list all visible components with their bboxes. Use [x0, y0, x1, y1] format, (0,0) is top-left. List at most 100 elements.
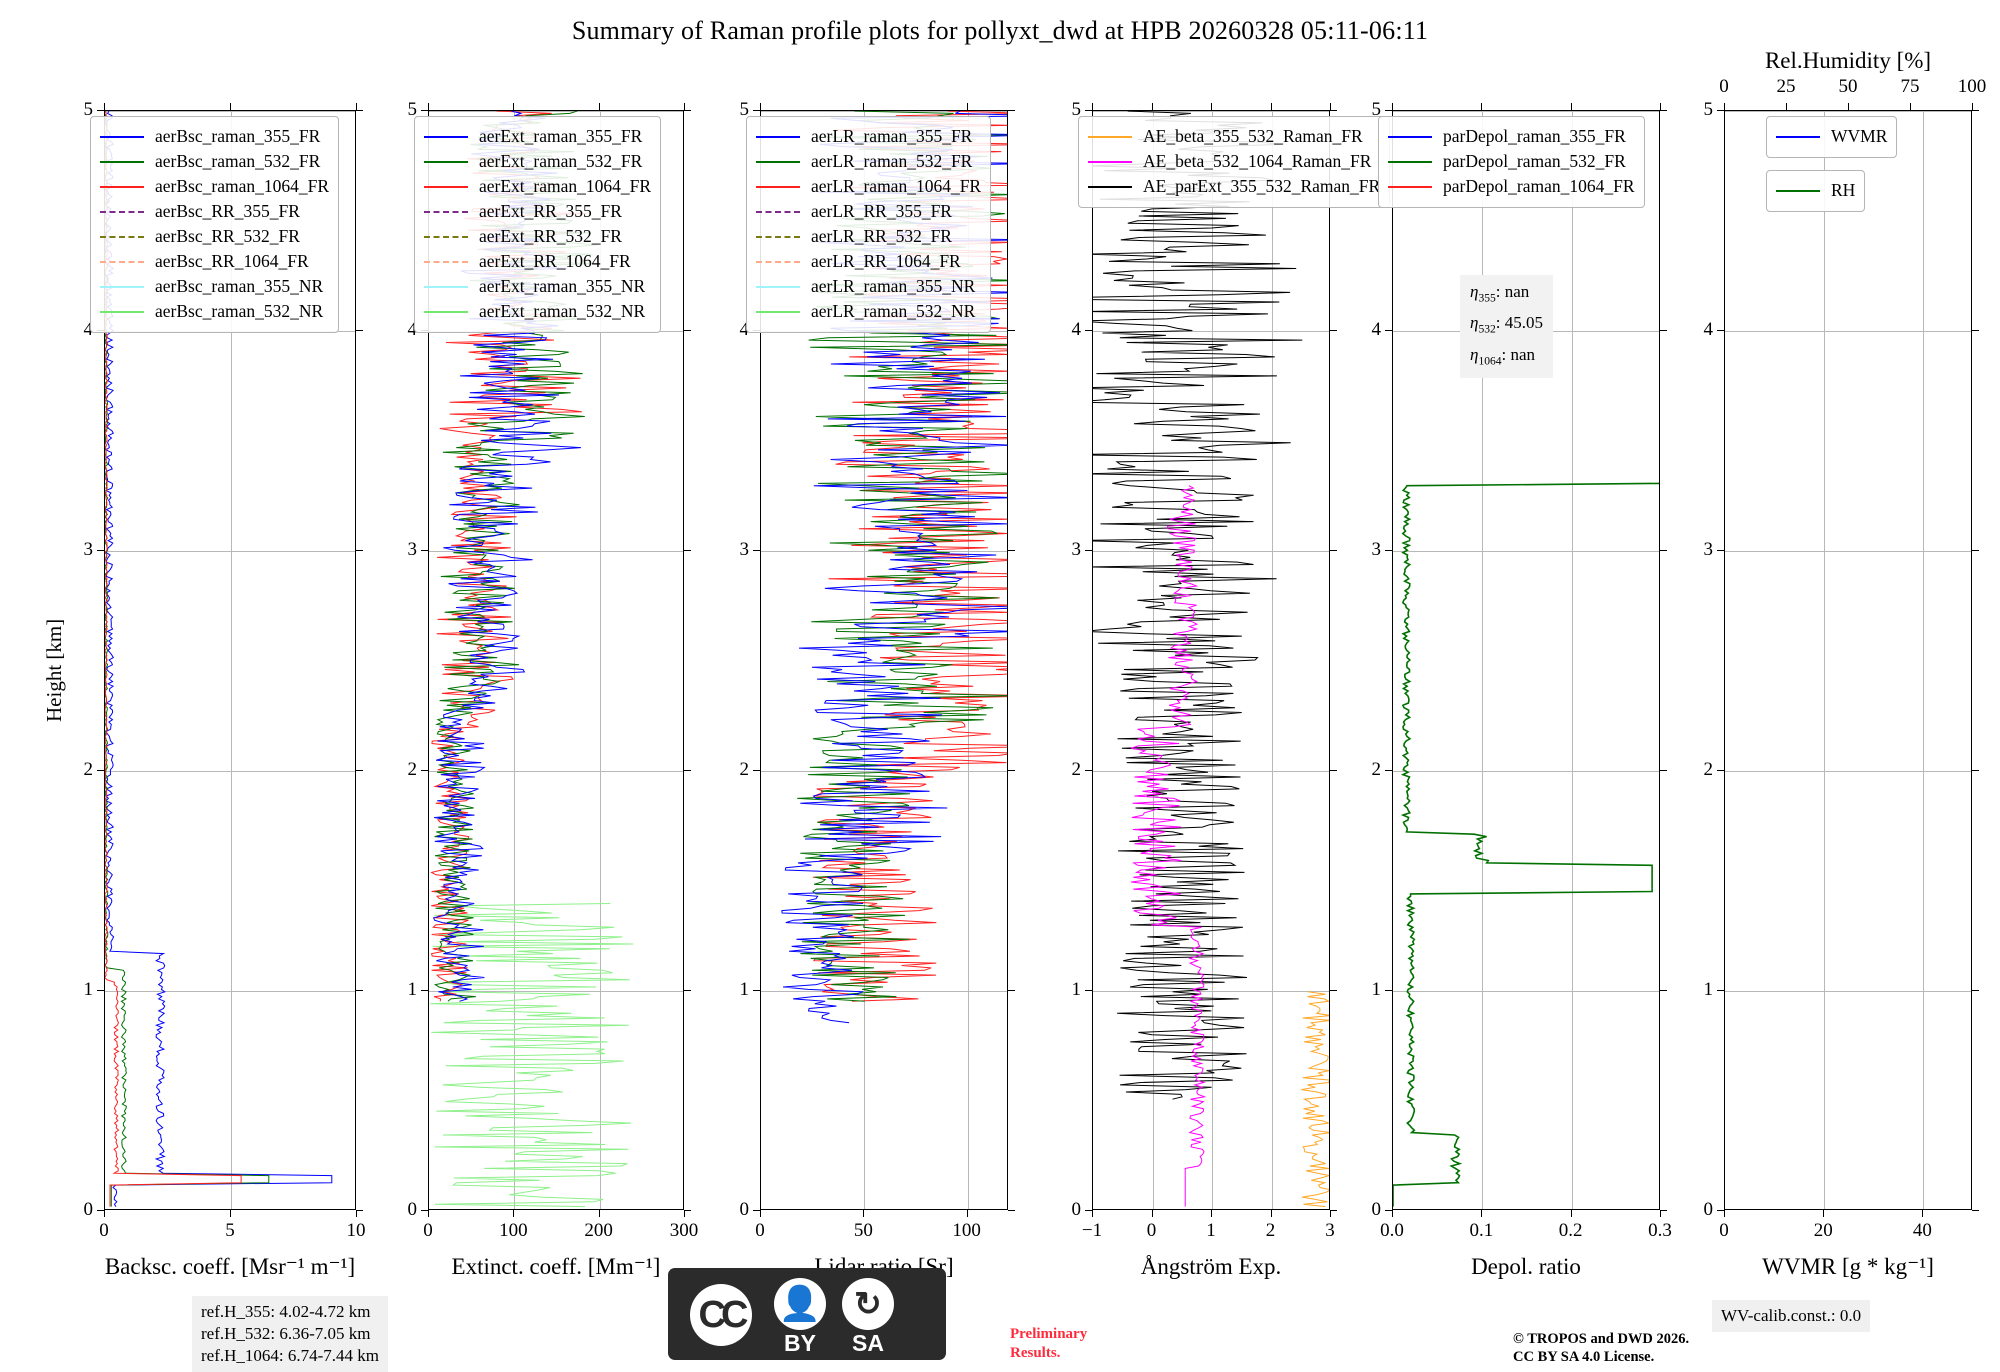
y-tick: [1717, 770, 1724, 771]
legend-item[interactable]: aerLR_raman_355_FR: [756, 124, 981, 149]
legend-label: AE_parExt_355_532_Raman_FR: [1143, 176, 1381, 196]
legend-water-vapour-mixing-ratio[interactable]: WVMR: [1766, 116, 1898, 158]
legend-item[interactable]: aerExt_raman_532_FR: [424, 149, 651, 174]
eta-value: η355: nan: [1470, 282, 1530, 305]
y-tick: [1385, 1210, 1392, 1211]
y-tick: [1330, 1210, 1337, 1211]
y-tick-label: 1: [1371, 979, 1382, 1000]
legend-item[interactable]: aerBsc_raman_355_FR: [100, 124, 329, 149]
gridline-h: [761, 551, 1007, 552]
legend-item[interactable]: aerBsc_raman_1064_FR: [100, 174, 329, 199]
legend-depolarization-ratio[interactable]: parDepol_raman_355_FR parDepol_raman_532_…: [1378, 116, 1645, 208]
y-tick: [1008, 110, 1015, 111]
legend-label: aerExt_raman_1064_FR: [479, 176, 652, 196]
legend-label: aerExt_raman_532_FR: [479, 151, 643, 171]
x-tick-label: 0: [755, 1220, 765, 1241]
legend-item[interactable]: aerLR_raman_1064_FR: [756, 174, 981, 199]
legend-item[interactable]: aerBsc_raman_355_NR: [100, 274, 329, 299]
gridline-h: [429, 551, 683, 552]
legend-label: aerBsc_RR_1064_FR: [155, 251, 309, 271]
legend-label: aerLR_raman_532_NR: [811, 301, 976, 321]
legend-item[interactable]: aerBsc_RR_355_FR: [100, 199, 329, 224]
legend-item[interactable]: parDepol_raman_1064_FR: [1388, 174, 1635, 199]
legend-item[interactable]: aerBsc_RR_532_FR: [100, 224, 329, 249]
legend-item[interactable]: WVMR: [1776, 124, 1887, 149]
legend-item[interactable]: aerExt_raman_355_NR: [424, 274, 651, 299]
y-tick: [97, 770, 104, 771]
legend-swatch-icon: [100, 285, 144, 288]
legend-item[interactable]: aerExt_raman_1064_FR: [424, 174, 651, 199]
legend-item[interactable]: aerBsc_raman_532_NR: [100, 299, 329, 324]
preliminary-results-note: Preliminary Results.: [1010, 1325, 1087, 1363]
y-tick: [1008, 550, 1015, 551]
legend-item[interactable]: aerLR_RR_1064_FR: [756, 249, 981, 274]
legend-lidar-ratio[interactable]: aerLR_raman_355_FR aerLR_raman_532_FR aerL…: [746, 116, 992, 333]
legend-item[interactable]: aerLR_raman_532_NR: [756, 299, 981, 324]
cc-license-badge[interactable]: CC 👤 ↻ BY SA: [668, 1268, 946, 1360]
wv-calib-box: WV-calib.const.: 0.0: [1712, 1300, 1871, 1332]
x-tick-label: 0: [1146, 1220, 1157, 1241]
y-tick-label: 3: [83, 539, 94, 560]
y-tick: [684, 110, 691, 111]
legend-item[interactable]: AE_parExt_355_532_Raman_FR: [1088, 174, 1380, 199]
y-tick-label: 2: [83, 759, 94, 780]
y-tick-label: 4: [1371, 319, 1382, 340]
y-tick: [1085, 110, 1092, 111]
legend-item[interactable]: parDepol_raman_355_FR: [1388, 124, 1635, 149]
plot-area-angstrom-exponent[interactable]: [1092, 110, 1330, 1210]
legend-label: aerLR_raman_1064_FR: [811, 176, 982, 196]
x-tick-label: −1: [1081, 1220, 1103, 1241]
legend-swatch-icon: [1388, 185, 1432, 188]
legend-swatch-icon: [424, 285, 468, 288]
legend-item[interactable]: aerBsc_raman_532_FR: [100, 149, 329, 174]
legend-item[interactable]: aerLR_raman_355_NR: [756, 274, 981, 299]
top-x-tick-label: 0: [1719, 76, 1729, 97]
legend-item[interactable]: aerExt_raman_355_FR: [424, 124, 651, 149]
x-tick: [1151, 103, 1153, 110]
x-tick: [1270, 1210, 1272, 1217]
y-tick: [97, 110, 104, 111]
legend-label: parDepol_raman_532_FR: [1443, 151, 1626, 171]
legend-angstrom-exponent[interactable]: AE_beta_355_532_Raman_FR AE_beta_532_1064…: [1078, 116, 1391, 208]
y-tick-label: 5: [1071, 99, 1082, 120]
legend-item[interactable]: AE_beta_355_532_Raman_FR: [1088, 124, 1380, 149]
legend-item[interactable]: parDepol_raman_532_FR: [1388, 149, 1635, 174]
preliminary-line-2: Results.: [1010, 1345, 1061, 1361]
data-curves-water-vapour-mixing-ratio: [1725, 111, 1972, 1210]
legend-rh[interactable]: RH: [1766, 170, 1866, 212]
gridline-h: [1725, 991, 1971, 992]
legend-swatch-icon: [100, 160, 144, 163]
y-tick: [1660, 1210, 1667, 1211]
plot-area-water-vapour-mixing-ratio[interactable]: [1724, 110, 1972, 1210]
y-tick: [684, 990, 691, 991]
legend-label: parDepol_raman_355_FR: [1443, 126, 1626, 146]
x-tick-label: 5: [225, 1220, 235, 1241]
legend-item[interactable]: aerExt_RR_355_FR: [424, 199, 651, 224]
legend-label: AE_beta_532_1064_Raman_FR: [1143, 151, 1372, 171]
x-tick: [1270, 103, 1272, 110]
legend-swatch-icon: [756, 285, 800, 288]
gridline-h: [761, 991, 1007, 992]
legend-item[interactable]: aerLR_raman_532_FR: [756, 149, 981, 174]
legend-backscatter[interactable]: aerBsc_raman_355_FR aerBsc_raman_532_FR ae…: [90, 116, 339, 333]
legend-item[interactable]: aerBsc_RR_1064_FR: [100, 249, 329, 274]
gridline-v: [967, 111, 969, 1209]
y-tick: [1972, 110, 1979, 111]
legend-label: aerExt_RR_532_FR: [479, 226, 622, 246]
top-x-tick: [1848, 103, 1849, 110]
y-tick-label: 0: [1371, 1199, 1382, 1220]
legend-item[interactable]: aerExt_RR_532_FR: [424, 224, 651, 249]
legend-swatch-icon: [756, 235, 800, 238]
cc-sa-label: SA: [852, 1330, 884, 1356]
legend-item[interactable]: aerExt_raman_532_NR: [424, 299, 651, 324]
legend-item[interactable]: aerLR_RR_355_FR: [756, 199, 981, 224]
legend-item[interactable]: aerExt_RR_1064_FR: [424, 249, 651, 274]
legend-item[interactable]: RH: [1776, 178, 1855, 203]
legend-item[interactable]: AE_beta_532_1064_Raman_FR: [1088, 149, 1380, 174]
legend-item[interactable]: aerLR_RR_532_FR: [756, 224, 981, 249]
x-tick-label: 40: [1912, 1220, 1932, 1241]
y-tick-label: 0: [407, 1199, 418, 1220]
y-tick: [421, 770, 428, 771]
gridline-h: [429, 111, 683, 112]
